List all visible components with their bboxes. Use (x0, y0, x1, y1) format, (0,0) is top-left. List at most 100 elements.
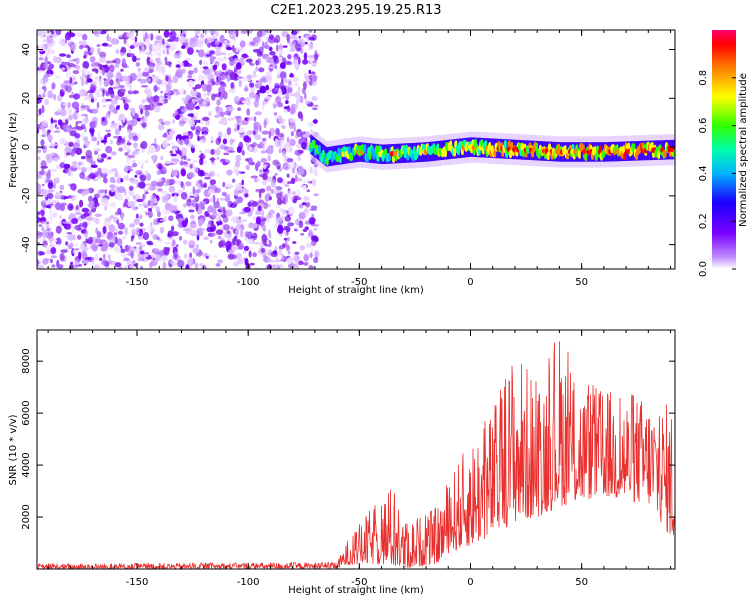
signal-core-blob (546, 151, 551, 161)
noise-speckle (287, 222, 295, 227)
noise-speckle (132, 90, 139, 95)
noise-speckle (45, 231, 53, 240)
noise-speckle (260, 150, 266, 154)
noise-speckle (94, 253, 99, 261)
noise-speckle (116, 104, 121, 109)
noise-speckle (186, 198, 192, 203)
noise-speckle (64, 235, 69, 239)
noise-speckle (189, 164, 193, 169)
noise-speckle (140, 141, 148, 149)
noise-speckle (218, 69, 222, 75)
noise-speckle (47, 134, 54, 142)
noise-speckle (292, 191, 296, 196)
noise-speckle (244, 257, 249, 266)
noise-speckle (181, 220, 188, 228)
noise-speckle (236, 76, 244, 80)
colorbar-label: Normalized spectral amplitude (738, 73, 749, 227)
noise-speckle (96, 140, 100, 146)
noise-speckle (40, 209, 45, 217)
noise-speckle (232, 261, 240, 267)
noise-speckle (85, 238, 89, 244)
noise-speckle (192, 116, 199, 121)
noise-speckle (69, 77, 73, 84)
noise-speckle (180, 154, 185, 160)
noise-speckle (168, 83, 172, 90)
noise-speckle (61, 84, 65, 93)
noise-speckle (153, 198, 158, 204)
noise-speckle (187, 113, 194, 117)
noise-speckle (190, 144, 198, 149)
noise-speckle (309, 252, 313, 258)
noise-speckle (164, 242, 171, 245)
noise-speckle (168, 95, 172, 101)
figure-title: C2E1.2023.295.19.25.R13 (270, 3, 441, 18)
noise-speckle (282, 210, 287, 215)
noise-speckle (127, 90, 133, 95)
noise-speckle (274, 138, 279, 145)
noise-speckle (241, 100, 249, 104)
noise-speckle (41, 226, 45, 232)
noise-speckle (206, 253, 212, 257)
colorbar-tick-label: 0.6 (698, 118, 709, 134)
noise-speckle (272, 250, 278, 255)
noise-speckle (105, 113, 109, 119)
noise-speckle (71, 91, 74, 95)
noise-speckle (292, 241, 297, 244)
noise-speckle (180, 181, 184, 188)
noise-speckle (293, 195, 300, 199)
noise-speckle (257, 205, 262, 212)
noise-speckle (264, 45, 271, 50)
noise-speckle (196, 244, 199, 248)
noise-speckle (306, 189, 311, 193)
noise-speckle (38, 87, 42, 95)
noise-speckle (279, 140, 284, 144)
noise-speckle (81, 156, 86, 160)
noise-speckle (127, 53, 135, 58)
noise-speckle (115, 49, 120, 54)
noise-speckle (68, 94, 75, 99)
noise-speckle (233, 165, 237, 174)
noise-speckle (50, 258, 53, 264)
noise-speckle (262, 173, 268, 181)
noise-speckle (52, 33, 58, 38)
noise-speckle (228, 88, 236, 93)
noise-speckle (42, 204, 47, 208)
noise-speckle (243, 206, 251, 213)
noise-speckle (51, 264, 56, 268)
noise-speckle (104, 265, 110, 269)
noise-speckle (75, 212, 82, 215)
noise-speckle (72, 161, 79, 169)
noise-speckle (235, 30, 239, 38)
noise-speckle (64, 223, 72, 230)
noise-speckle (88, 200, 95, 207)
noise-speckle (295, 258, 299, 266)
noise-speckle (139, 50, 142, 54)
noise-speckle (195, 203, 199, 212)
noise-speckle (42, 128, 47, 135)
noise-speckle (160, 155, 164, 161)
noise-speckle (132, 150, 136, 156)
noise-speckle (195, 105, 200, 110)
noise-speckle (65, 119, 69, 126)
noise-speckle (119, 51, 125, 57)
noise-speckle (273, 222, 279, 229)
noise-speckle (37, 259, 40, 267)
noise-speckle (178, 35, 186, 44)
noise-speckle (247, 157, 253, 166)
noise-speckle (299, 245, 306, 251)
spectrogram-y-tick-label: 40 (21, 43, 32, 56)
noise-speckle (87, 141, 91, 144)
noise-speckle (63, 196, 69, 199)
noise-speckle (196, 189, 201, 193)
noise-speckle (255, 216, 261, 225)
snr-panel: -150 -100 -50 0 50 2000 4000 6000 8000 Height of… (8, 329, 676, 596)
noise-speckle (81, 113, 88, 117)
noise-speckle (119, 88, 127, 93)
noise-speckle (203, 236, 210, 241)
noise-speckle (235, 154, 242, 162)
noise-speckle (210, 220, 214, 227)
snr-line (37, 341, 675, 569)
noise-speckle (70, 43, 76, 52)
noise-speckle (274, 34, 281, 44)
noise-speckle (51, 119, 58, 124)
